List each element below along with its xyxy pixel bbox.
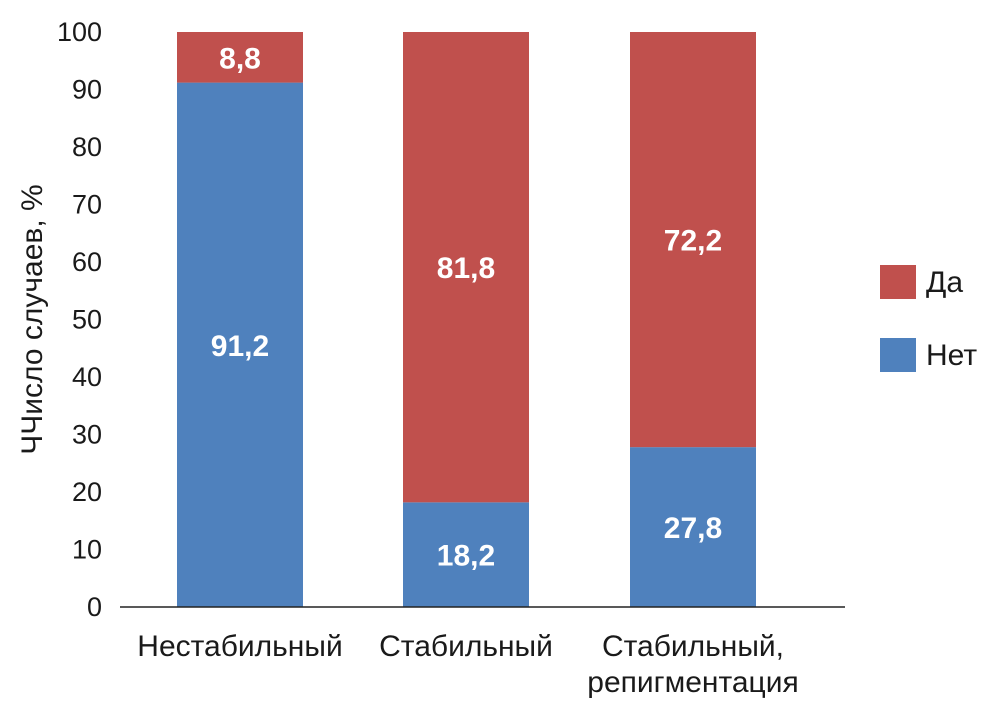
y-tick-label-20: 20 <box>72 477 102 507</box>
bar-net-0 <box>177 82 303 608</box>
legend-swatch-net <box>880 338 916 372</box>
data-label-net-0: 91,2 <box>211 330 269 363</box>
y-tick-label-60: 60 <box>72 247 102 277</box>
y-tick-label-0: 0 <box>87 592 102 622</box>
data-label-da-2: 72,2 <box>664 225 722 258</box>
labels-layer: 91,2 8,8 18,2 81,8 27,8 72,2 <box>211 42 722 572</box>
legend: Да Нет <box>880 265 977 372</box>
legend-label-net: Нет <box>926 339 977 372</box>
y-tick-label-90: 90 <box>72 75 102 105</box>
y-tick-label-50: 50 <box>72 305 102 335</box>
y-tick-label-30: 30 <box>72 420 102 450</box>
bar-net-1 <box>403 502 529 607</box>
y-tick-label-80: 80 <box>72 132 102 162</box>
y-tick-label-70: 70 <box>72 190 102 220</box>
data-label-da-0: 8,8 <box>219 42 261 75</box>
x-tick-label-1: Стабильный <box>379 630 553 663</box>
data-label-net-2: 27,8 <box>664 512 722 545</box>
data-label-net-1: 18,2 <box>437 540 495 573</box>
y-axis-title: ЧЧисло случаев, % <box>16 184 49 454</box>
bars-layer <box>177 32 756 608</box>
axes-layer: Нестабильный Стабильный Стабильный,репигме… <box>57 17 845 699</box>
bar-da-0 <box>177 32 303 83</box>
data-label-da-1: 81,8 <box>437 252 495 285</box>
legend-swatch-da <box>880 265 916 299</box>
bar-da-2 <box>630 32 756 448</box>
y-tick-label-40: 40 <box>72 362 102 392</box>
y-tick-label-100: 100 <box>57 17 102 47</box>
x-tick-label-0: Нестабильный <box>137 630 342 663</box>
x-tick-label-2-line0: Стабильный, <box>602 630 784 663</box>
bar-da-1 <box>403 32 529 503</box>
bar-net-2 <box>630 447 756 607</box>
x-tick-label-2-line1: репигментация <box>587 666 798 699</box>
legend-label-da: Да <box>926 266 963 299</box>
y-tick-label-10: 10 <box>72 535 102 565</box>
